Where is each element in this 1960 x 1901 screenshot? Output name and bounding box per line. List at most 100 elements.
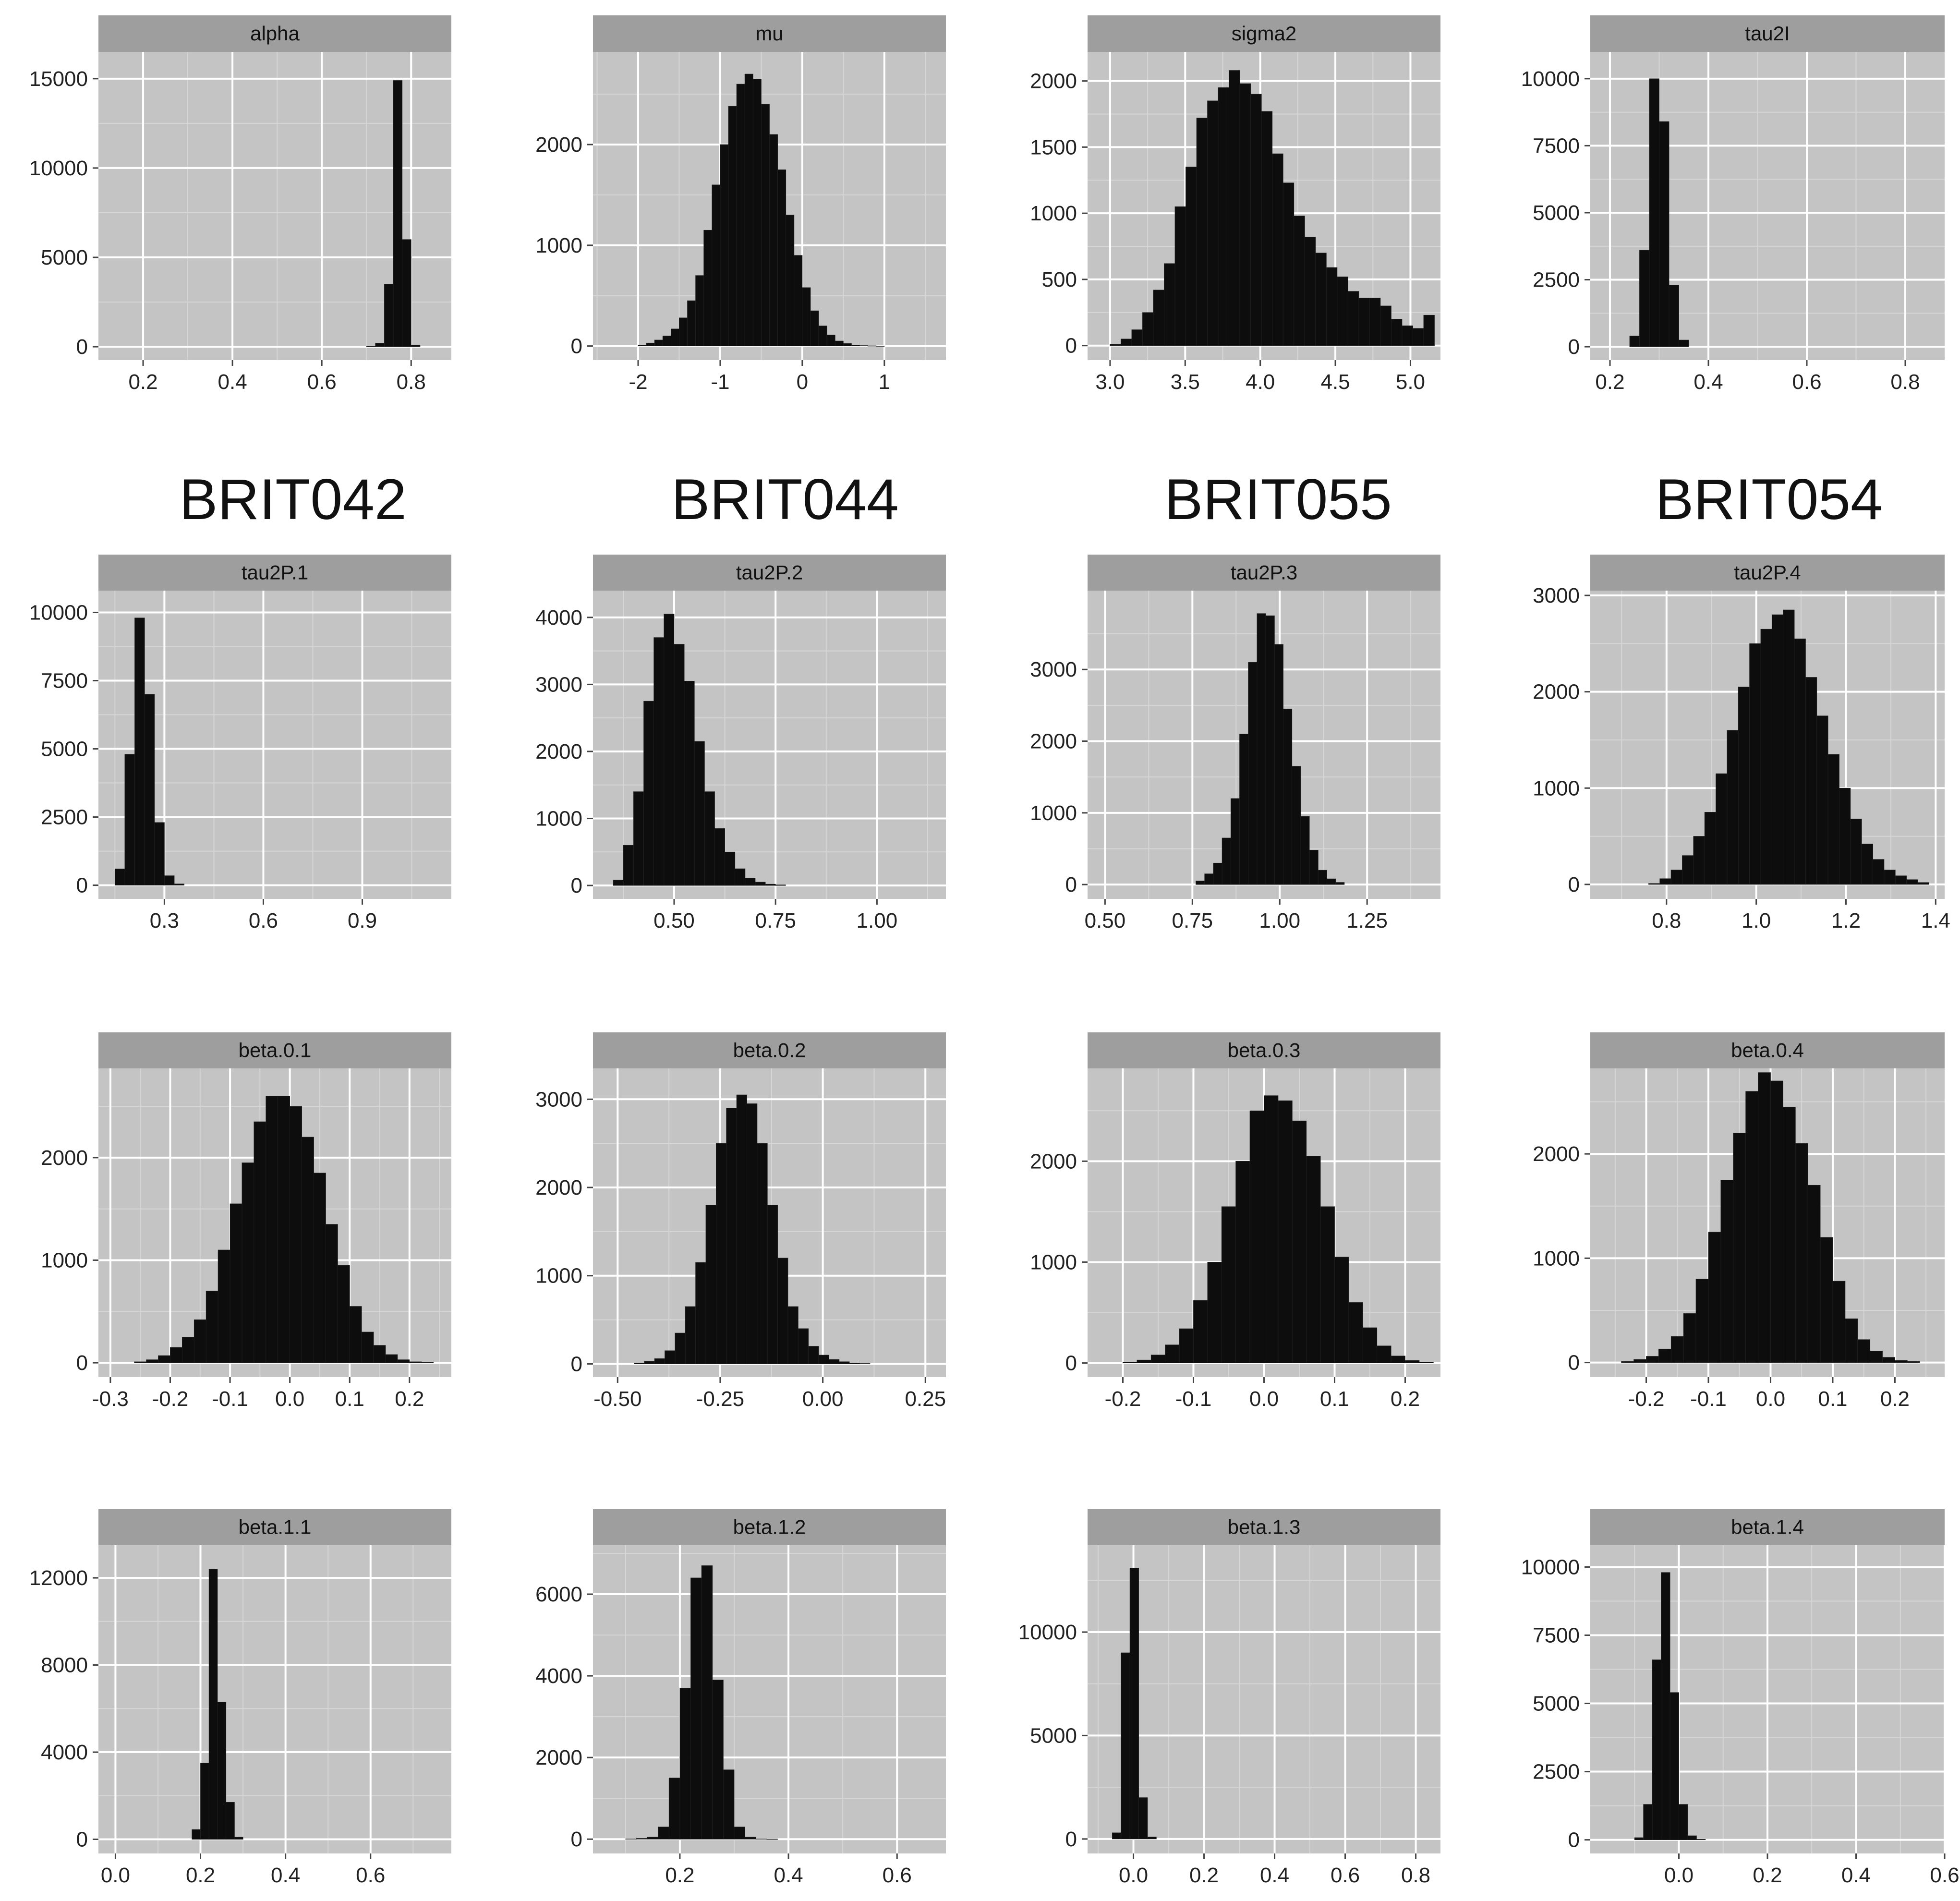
x-tick-label: 0.2 xyxy=(1753,1864,1782,1887)
histogram-bar xyxy=(200,1763,209,1840)
histogram-bar xyxy=(665,1350,676,1364)
histogram-bar xyxy=(835,340,844,347)
histogram-bar xyxy=(685,1306,696,1364)
histogram-bar xyxy=(1306,1156,1321,1363)
histogram-bar xyxy=(182,1337,194,1363)
x-tick-label: 0.1 xyxy=(1320,1387,1349,1411)
histogram-panel: tau2P.2 0.50 0.75 1.00 0 1000 2000 3000 4000 xyxy=(535,555,946,932)
histogram-bar xyxy=(1621,1361,1634,1363)
histogram-bar xyxy=(1304,237,1316,346)
histogram-bar xyxy=(1300,816,1310,885)
histogram-bar xyxy=(664,614,675,886)
panel-strip xyxy=(1590,1032,1945,1068)
histogram-bar xyxy=(679,317,688,347)
y-tick-label: 1000 xyxy=(535,1264,582,1288)
histogram-bar xyxy=(158,1355,170,1363)
y-tick-label: 0 xyxy=(571,1828,582,1851)
histogram-panel: alpha 0.2 0.4 0.6 0.8 0 5000 10000 15000 xyxy=(29,15,451,394)
y-tick-label: 3000 xyxy=(535,1088,582,1111)
histogram-bar xyxy=(1391,1356,1405,1363)
histogram-panel: mu -2 -1 0 1 0 1000 2000 xyxy=(535,15,946,394)
histogram-bar xyxy=(1121,1652,1130,1840)
histogram-bar xyxy=(154,822,165,885)
histogram-bar xyxy=(745,1837,756,1840)
y-tick-label: 10000 xyxy=(1521,67,1580,91)
histogram-bar xyxy=(1413,328,1424,346)
histogram-bar xyxy=(705,1205,716,1364)
histogram-bar xyxy=(1265,615,1275,885)
histogram-bar xyxy=(1337,277,1348,346)
x-tick-label: 0.6 xyxy=(1792,370,1821,394)
histogram-bar xyxy=(1380,305,1391,346)
histogram-bar xyxy=(1895,1360,1908,1363)
histogram-bar xyxy=(397,1359,410,1363)
x-tick-label: -0.3 xyxy=(92,1387,129,1411)
histogram-bar xyxy=(687,300,696,347)
x-tick-label: 0.2 xyxy=(128,370,157,394)
histogram-bar xyxy=(421,1362,434,1363)
histogram-bar xyxy=(218,1249,230,1363)
histogram-bar xyxy=(745,878,756,886)
histogram-bar xyxy=(818,1355,829,1364)
histogram-bar xyxy=(769,134,778,347)
histogram-bar xyxy=(1164,263,1175,346)
panel-strip xyxy=(98,1509,451,1545)
histogram-bar xyxy=(144,694,155,885)
x-tick-label: 0.1 xyxy=(1818,1387,1847,1411)
y-tick-label: 0 xyxy=(571,874,582,897)
x-tick-label: 0.1 xyxy=(335,1387,364,1411)
histogram-bar xyxy=(1633,1359,1646,1363)
histogram-bar xyxy=(1827,754,1839,885)
x-tick-label: -0.50 xyxy=(593,1387,641,1411)
x-tick-label: 0.6 xyxy=(307,370,337,394)
x-tick-label: 3.0 xyxy=(1095,370,1125,394)
y-tick-label: 2000 xyxy=(1030,1150,1077,1173)
histogram-bar xyxy=(1391,319,1403,346)
y-tick-label: 0 xyxy=(1568,1351,1580,1375)
histogram-bar xyxy=(217,1702,227,1840)
histogram-bar xyxy=(1679,1804,1688,1840)
x-tick-label: 0.0 xyxy=(1756,1387,1785,1411)
panel-strip-title: beta.1.1 xyxy=(239,1516,312,1538)
histogram-bar xyxy=(1123,1362,1137,1363)
histogram-bar xyxy=(674,644,685,886)
x-tick-label: 0.75 xyxy=(755,909,796,932)
y-tick-label: 1000 xyxy=(535,234,582,257)
x-tick-label: -0.1 xyxy=(1175,1387,1212,1411)
histogram-bar xyxy=(1882,1357,1895,1363)
histogram-bar xyxy=(1683,1313,1696,1363)
histogram-bar xyxy=(701,1565,713,1840)
histogram-bar xyxy=(1213,862,1222,885)
histogram-bar xyxy=(314,1173,326,1363)
y-tick-label: 2000 xyxy=(41,1146,88,1170)
group-title-1: BRIT042 xyxy=(179,467,407,532)
histogram-bar xyxy=(1693,836,1705,885)
histogram-bar xyxy=(1845,1318,1858,1363)
histogram-bar xyxy=(1283,708,1293,885)
histogram-bar xyxy=(636,1838,648,1840)
histogram-bar xyxy=(1248,662,1258,885)
x-tick-label: 0.0 xyxy=(1119,1864,1148,1887)
histogram-bar xyxy=(767,1205,778,1364)
histogram-bar xyxy=(1861,844,1873,885)
x-tick-label: 5.0 xyxy=(1396,370,1425,394)
x-tick-label: 1.25 xyxy=(1346,909,1388,932)
y-tick-label: 10000 xyxy=(1521,1555,1580,1579)
histogram-bar xyxy=(1857,1339,1871,1363)
x-tick-label: 0.00 xyxy=(802,1387,844,1411)
histogram-bar xyxy=(843,343,852,347)
histogram-bar xyxy=(1292,1120,1307,1363)
x-tick-label: 4.5 xyxy=(1320,370,1350,394)
histogram-bar xyxy=(633,791,644,886)
histogram-bar xyxy=(114,869,125,885)
histogram-bar xyxy=(1646,1356,1659,1363)
histogram-bar xyxy=(1239,734,1249,885)
group-title-3: BRIT055 xyxy=(1164,467,1392,532)
histogram-bar xyxy=(402,239,411,347)
histogram-bar xyxy=(1309,850,1319,885)
x-tick-label: 0.8 xyxy=(1652,909,1681,932)
histogram-bar xyxy=(757,1143,768,1364)
x-tick-label: 1.2 xyxy=(1831,909,1861,932)
panel-strip xyxy=(1088,15,1440,52)
histogram-bar xyxy=(752,79,762,347)
